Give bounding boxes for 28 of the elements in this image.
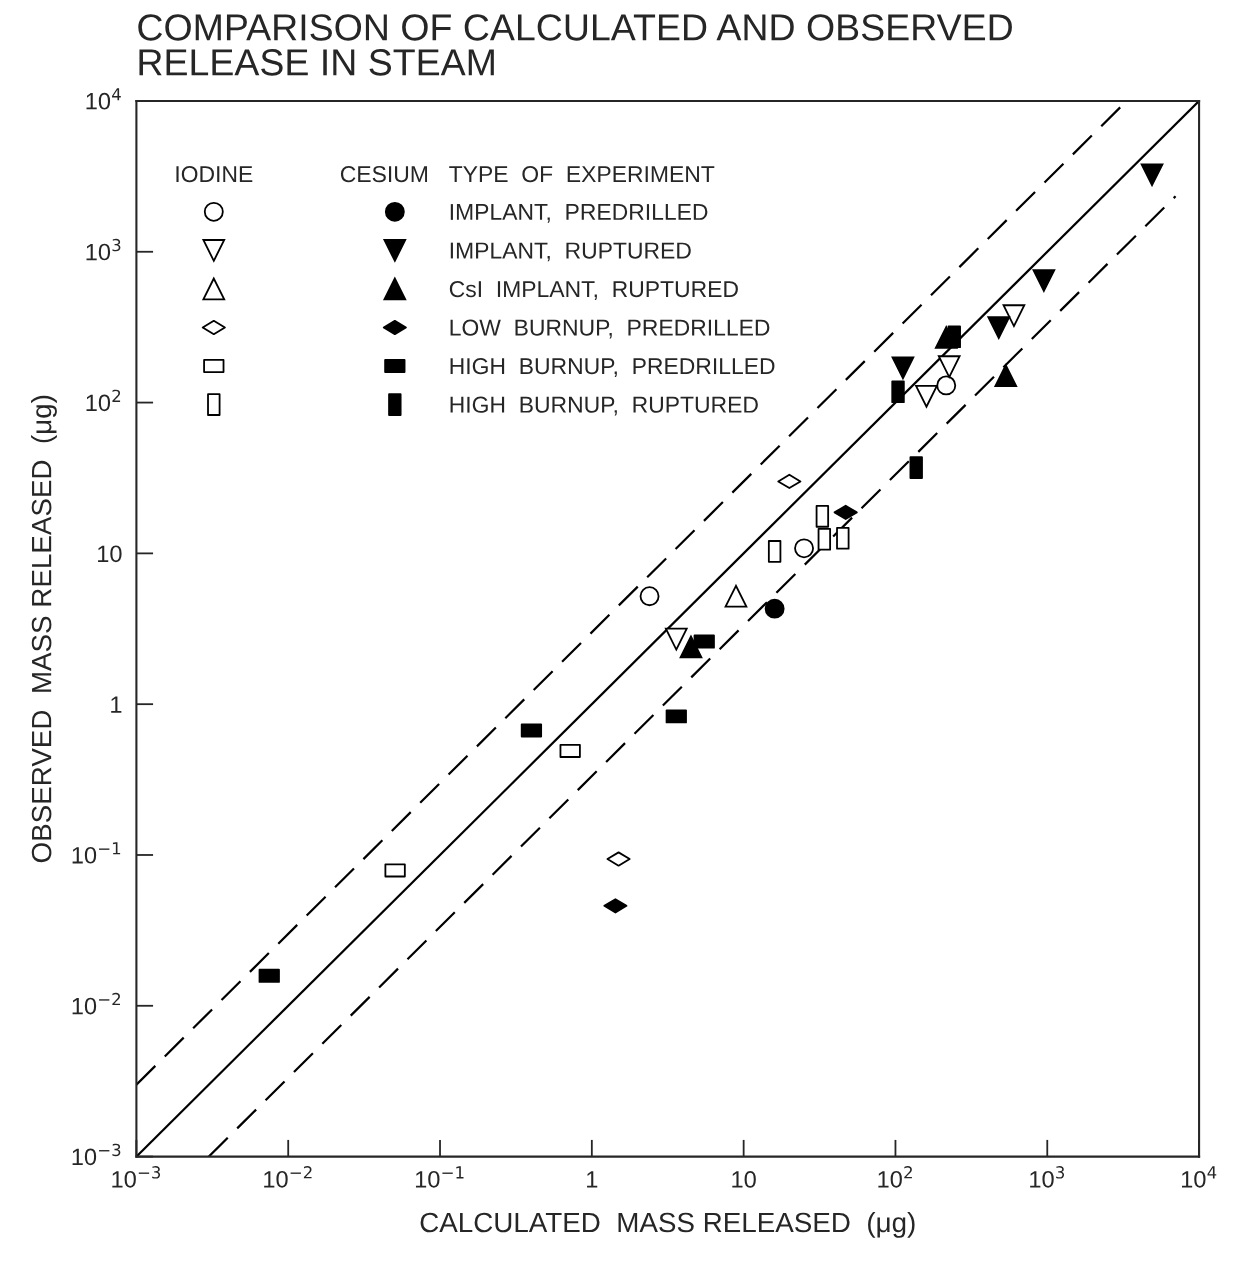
y-tick-label: 10$^{−1}$ bbox=[72, 842, 121, 864]
y-tick-label: 1 bbox=[111, 696, 122, 713]
legend-label: HIGH BURNUP, PREDRILLED bbox=[450, 358, 775, 377]
legend-label: IMPLANT, PREDRILLED bbox=[450, 204, 708, 223]
y-tick-label: 10$^{−3}$ bbox=[72, 1143, 121, 1166]
y-tick-label: 10$^{−2}$ bbox=[72, 992, 120, 1015]
annotation: CESIUM bbox=[340, 166, 428, 183]
x-tick-label: 10$^{−3}$ bbox=[112, 1166, 161, 1188]
legend-label: LOW BURNUP, PREDRILLED bbox=[450, 319, 770, 339]
x-tick-label: 10 bbox=[732, 1171, 756, 1188]
legend-title: TYPE OF EXPERIMENT bbox=[449, 166, 715, 183]
x-tick-label: 10$^{4}$ bbox=[1181, 1166, 1217, 1188]
chart-title: COMPARISON OF CALCULATED AND OBSERVED RELEASE IN STEAM bbox=[138, 14, 1012, 76]
x-tick-label: 1 bbox=[587, 1171, 598, 1188]
y-tick-label: 10$^{4}$ bbox=[86, 88, 121, 110]
legend-label: HIGH BURNUP, RUPTURED bbox=[450, 396, 758, 416]
x-tick-label: 10$^{−2}$ bbox=[264, 1166, 312, 1188]
y-tick-label: 10$^{2}$ bbox=[86, 389, 121, 412]
y-axis-title: OBSERVED MASS RELEASED (μg) bbox=[31, 395, 57, 863]
y-tick-label: 10 bbox=[98, 545, 122, 563]
x-tick-label: 10$^{3}$ bbox=[1030, 1166, 1065, 1188]
legend-label: CsI IMPLANT, RUPTURED bbox=[449, 280, 738, 300]
x-tick-label: 10$^{2}$ bbox=[878, 1166, 912, 1188]
annotation: IODINE bbox=[176, 166, 253, 183]
y-tick-label: 10$^{3}$ bbox=[86, 238, 121, 261]
x-axis-title: CALCULATED MASS RELEASED (μg) bbox=[420, 1211, 915, 1238]
x-tick-label: 10$^{−1}$ bbox=[415, 1166, 464, 1188]
legend-label: IMPLANT, RUPTURED bbox=[450, 242, 691, 262]
